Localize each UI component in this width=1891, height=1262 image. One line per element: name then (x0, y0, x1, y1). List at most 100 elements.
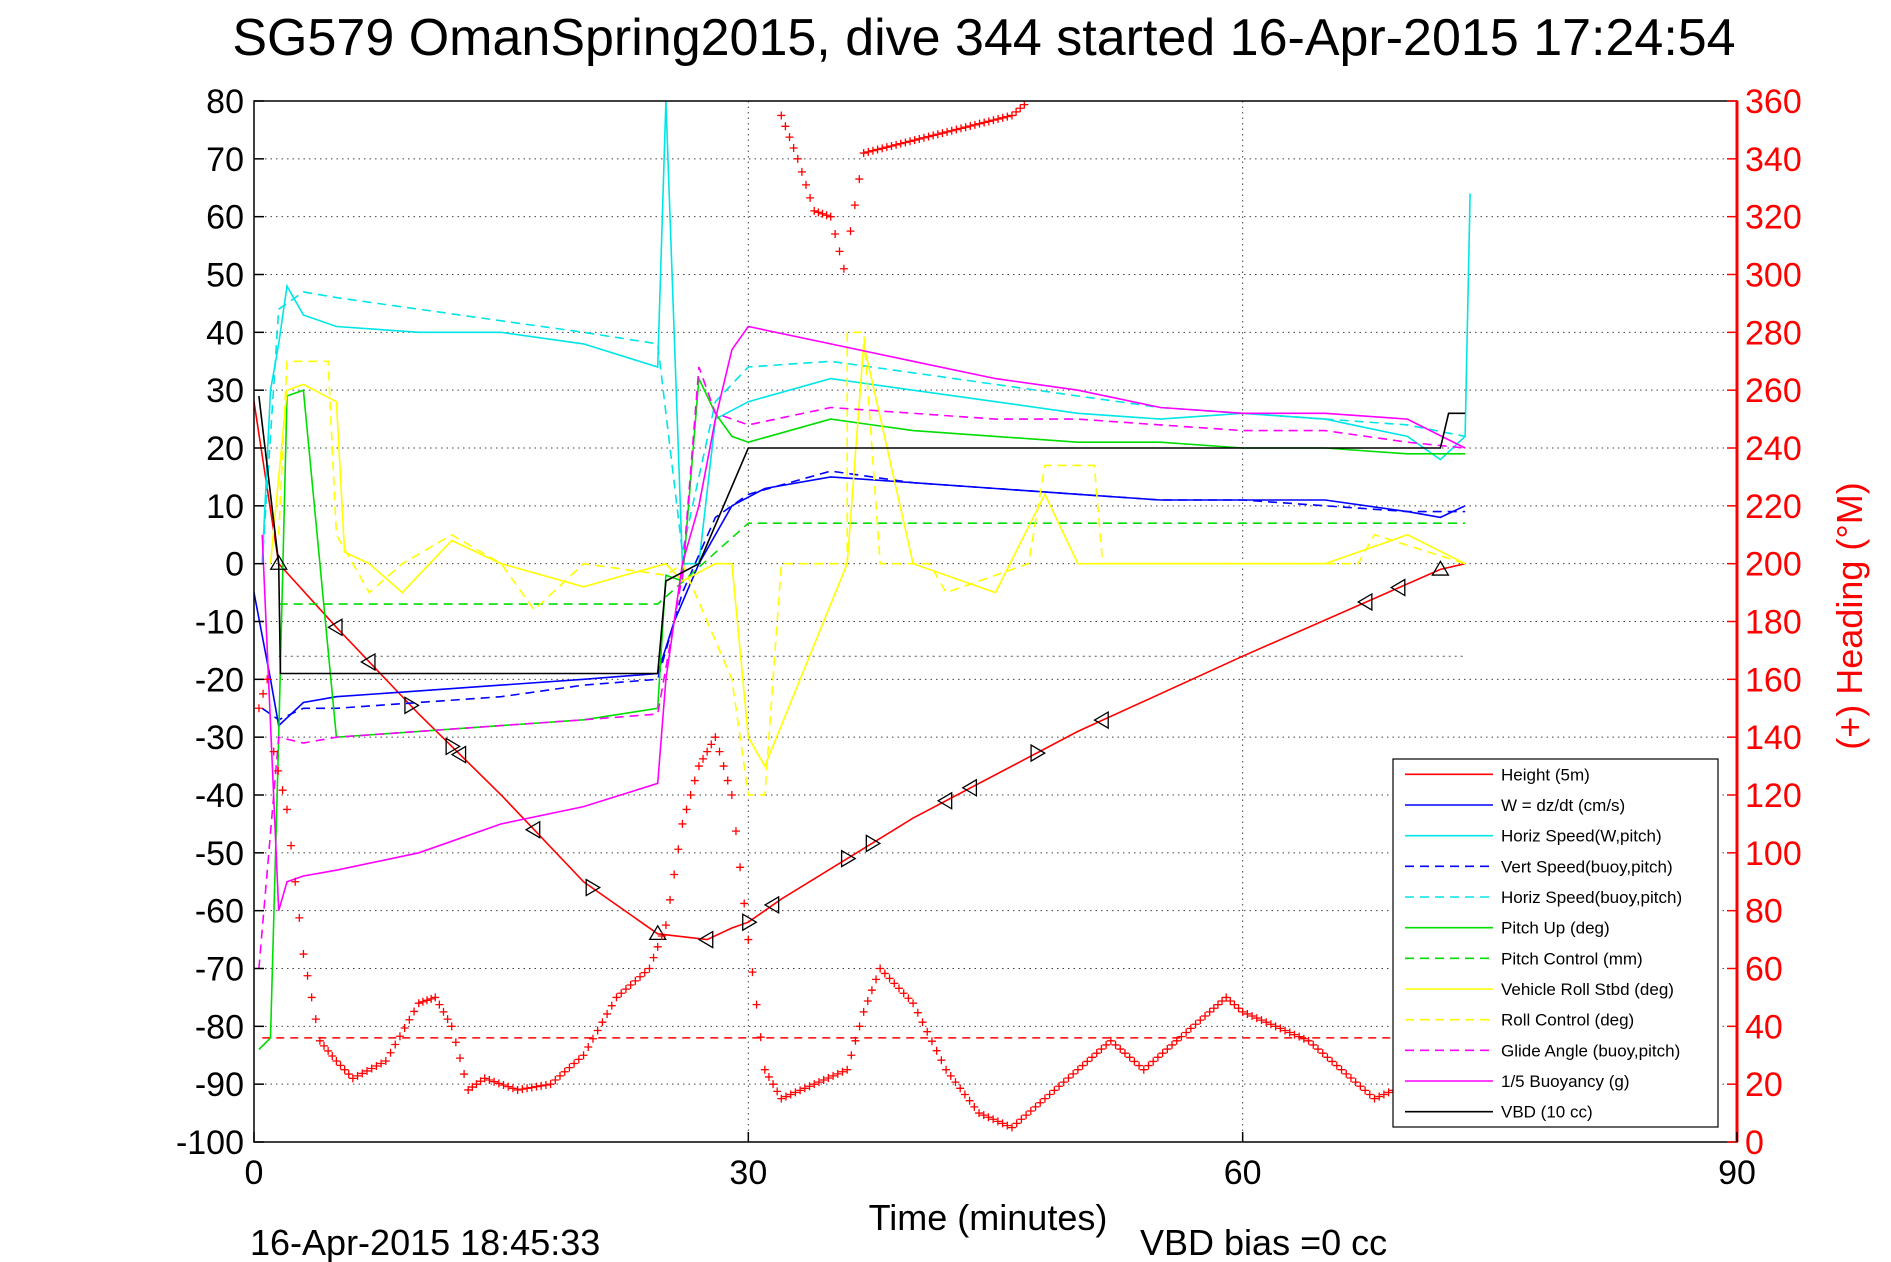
heading-plus-marker (764, 1072, 773, 1081)
heading-plus-marker (752, 1000, 761, 1009)
height-triangle-marker (961, 778, 978, 797)
heading-plus-marker (598, 1018, 607, 1027)
triangle-markers (269, 554, 1450, 949)
heading-plus-marker (269, 747, 278, 756)
left-tick-label: -70 (195, 951, 244, 989)
heading-plus-marker (657, 931, 666, 940)
heading-plus-marker (1356, 1082, 1365, 1091)
heading-plus-marker (565, 1063, 574, 1072)
heading-plus-marker (740, 899, 749, 908)
heading-plus-marker (1135, 1061, 1144, 1070)
heading-plus-marker (748, 968, 757, 977)
legend-box (1392, 758, 1719, 1128)
heading-plus-marker (340, 1065, 349, 1074)
height-triangle-marker (360, 652, 376, 672)
heading-plus-marker (307, 993, 316, 1002)
heading-plus-marker (863, 997, 872, 1006)
heading-plus-marker (910, 136, 919, 145)
heading-plus-marker (796, 1086, 805, 1095)
heading-plus-marker (859, 1007, 868, 1016)
heading-plus-marker (499, 1080, 508, 1089)
heading-plus-marker (880, 969, 889, 978)
left-tick-label: -90 (195, 1066, 244, 1104)
heading-plus-marker (899, 989, 908, 998)
heading-plus-marker (938, 129, 947, 138)
heading-plus-marker (943, 127, 952, 136)
heading-plus-marker (612, 993, 621, 1002)
heading-plus-marker (894, 984, 903, 993)
height-triangle-marker (1431, 560, 1450, 576)
heading-plus-marker (1073, 1065, 1082, 1074)
heading-plus-marker (711, 733, 720, 742)
heading-plus-marker (814, 208, 823, 217)
heading-plus-marker (913, 1008, 922, 1017)
heading-plus-marker (1116, 1045, 1125, 1054)
right-tick-label: 160 (1745, 661, 1802, 699)
heading-plus-marker (1196, 1016, 1205, 1025)
right-tick-label: 120 (1745, 777, 1802, 815)
heading-plus-marker (919, 133, 928, 142)
x-axis-ticks: 0 30 60 90 (245, 1132, 1756, 1192)
heading-plus-marker (975, 119, 984, 128)
heading-plus-marker (541, 1080, 550, 1089)
heading-plus-marker (263, 675, 272, 684)
heading-plus-marker (781, 122, 790, 131)
heading-plus-marker (789, 143, 798, 152)
heading-plus-marker (435, 1000, 444, 1009)
heading-plus-marker (686, 791, 695, 799)
heading-plus-marker (1045, 1090, 1054, 1099)
heading-plus-marker (975, 1109, 984, 1118)
right-tick-label: 140 (1745, 719, 1802, 757)
heading-plus-marker (653, 942, 662, 951)
heading-plus-marker (418, 997, 427, 1006)
heading-plus-marker (1106, 1036, 1115, 1045)
right-tick-label: 60 (1745, 951, 1783, 989)
heading-plus-marker (961, 123, 970, 132)
heading-plus-marker (1020, 100, 1029, 109)
heading-plus-marker (822, 211, 831, 220)
heading-plus-marker (631, 976, 640, 985)
heading-plus-marker (915, 134, 924, 143)
heading-plus-marker (1069, 1069, 1078, 1078)
heading-plus-marker (1012, 1119, 1021, 1128)
heading-plus-marker (1111, 1040, 1120, 1049)
heading-plus-marker (395, 1032, 404, 1041)
heading-plus-marker (923, 1027, 932, 1036)
heading-plus-marker (694, 762, 703, 771)
heading-plus-marker (781, 1092, 790, 1101)
height-triangle-marker (1389, 578, 1406, 597)
series-line-roll-control-deg (277, 331, 1466, 796)
heading-plus-marker (1218, 997, 1227, 1006)
heading-plus-marker (645, 964, 654, 973)
heading-plus-marker (1163, 1045, 1172, 1054)
heading-plus-marker (1191, 1020, 1200, 1029)
heading-plus-marker (666, 895, 675, 904)
heading-plus-marker (989, 1115, 998, 1124)
heading-plus-marker (878, 144, 887, 153)
heading-plus-marker (1295, 1032, 1304, 1041)
heading-plus-marker (1022, 1111, 1031, 1120)
heading-plus-marker (328, 1051, 337, 1060)
left-tick-label: -20 (195, 661, 244, 699)
heading-plus-marker (703, 747, 712, 756)
heading-plus-marker (744, 935, 753, 944)
heading-markers (254, 100, 1465, 1132)
heading-plus-marker (1257, 1016, 1266, 1025)
heading-plus-marker (1281, 1026, 1290, 1035)
heading-plus-marker (259, 689, 268, 698)
legend-label: Roll Control (deg) (1501, 1011, 1634, 1030)
left-tick-label: -50 (195, 835, 244, 873)
right-tick-label: 20 (1745, 1066, 1783, 1104)
heading-plus-marker (892, 140, 901, 149)
heading-plus-marker (966, 122, 975, 131)
legend-label: W = dz/dt (cm/s) (1501, 796, 1625, 815)
heading-plus-marker (851, 1036, 860, 1045)
heading-plus-marker (1007, 111, 1016, 120)
heading-plus-marker (965, 1096, 974, 1105)
heading-plus-marker (947, 126, 956, 135)
heading-plus-marker (909, 999, 918, 1008)
heading-plus-marker (859, 149, 868, 158)
heading-plus-marker (1266, 1020, 1275, 1029)
heading-plus-marker (649, 953, 658, 962)
heading-plus-marker (254, 704, 263, 713)
